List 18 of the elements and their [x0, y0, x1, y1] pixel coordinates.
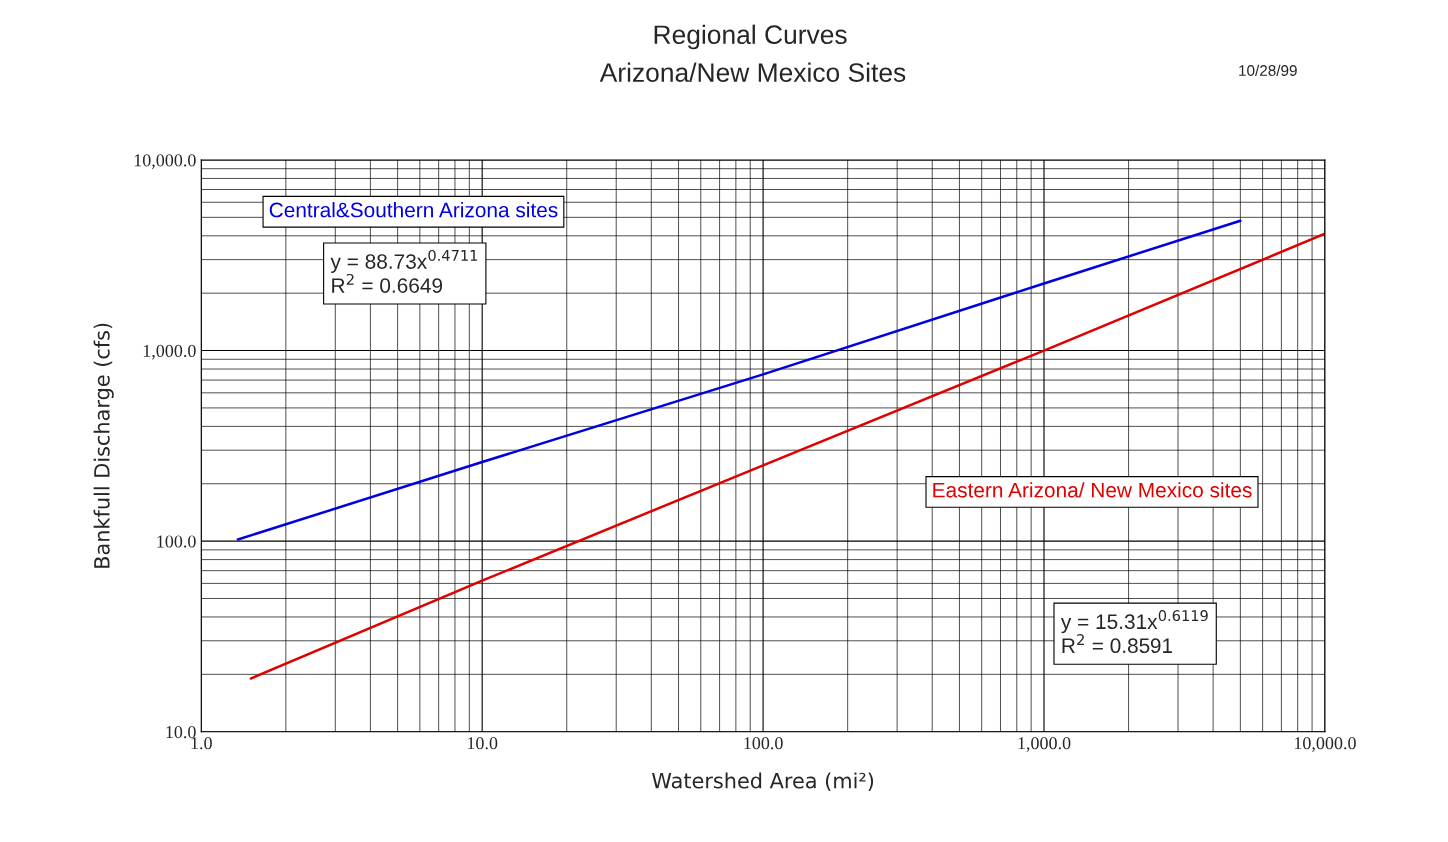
x-tick-label: 10,000.0 [1294, 737, 1356, 752]
x-tick-label: 10.0 [467, 737, 498, 750]
x-axis-title: Watershed Area (mi²) [652, 772, 874, 791]
y-tick-label: 10.0 [166, 725, 196, 739]
x-tick-label: 1,000.0 [1018, 737, 1071, 752]
y-tick-label: 100.0 [157, 535, 196, 548]
x-tick-label: 1.0 [191, 737, 212, 750]
y-tick-label: 1,000.0 [143, 344, 196, 360]
text: Eastern Arizona/ New Mexico sites [933, 482, 1252, 498]
text: 10/28/99 [1239, 64, 1297, 76]
text: Central&Southern Arizona sites [269, 202, 558, 218]
y-axis-title: Bankfull Discharge (cfs) [93, 323, 114, 568]
text: y = 15.31x$^{0.6119}$ R$^{2}$ = 0.8591 [1060, 610, 1208, 654]
chart-title: Regional Curves [654, 24, 847, 50]
text: y = 88.73x$^{0.4711}$ R$^{2}$ = 0.6649 [330, 249, 478, 293]
y-tick-label: 10,000.0 [134, 154, 196, 170]
x-tick-label: 100.0 [744, 737, 783, 750]
chart-subtitle: Arizona/New Mexico Sites [599, 62, 906, 82]
